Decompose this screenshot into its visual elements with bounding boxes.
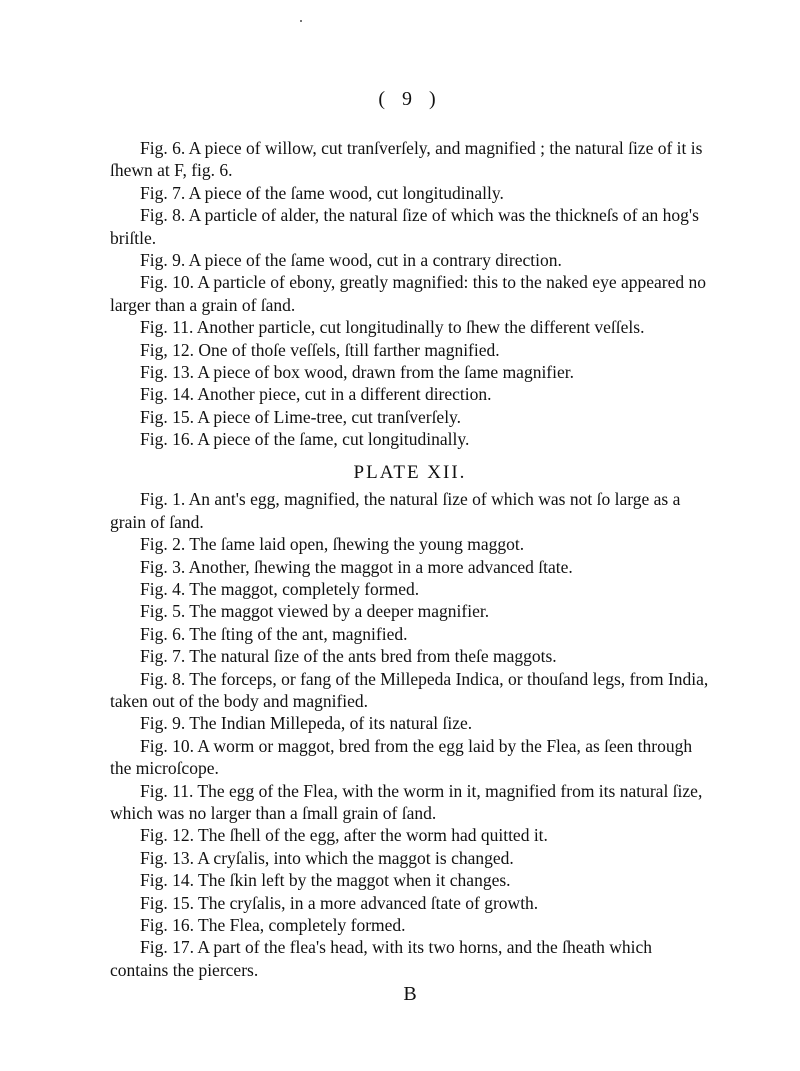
fig-entry: Fig. 6. A piece of willow, cut tranſverſ… xyxy=(110,137,710,182)
fig-entry: Fig. 14. Another piece, cut in a differe… xyxy=(110,383,710,405)
fig-entry: Fig. 7. A piece of the ſame wood, cut lo… xyxy=(110,182,710,204)
fig-entry: Fig. 13. A cryſalis, into which the magg… xyxy=(110,847,710,869)
fig-entry: Fig. 10. A worm or maggot, bred from the… xyxy=(110,735,710,780)
page-number: ( 9 ) xyxy=(110,88,710,111)
fig-entry: Fig. 7. The natural ſize of the ants bre… xyxy=(110,645,710,667)
fig-entry: Fig. 15. The cryſalis, in a more advance… xyxy=(110,892,710,914)
fig-entry: Fig. 3. Another, ſhewing the maggot in a… xyxy=(110,556,710,578)
fig-entry: Fig. 13. A piece of box wood, drawn from… xyxy=(110,361,710,383)
scan-noise xyxy=(300,20,302,22)
fig-entry: Fig. 1. An ant's egg, magnified, the nat… xyxy=(110,488,710,533)
fig-entry: Fig. 8. A particle of alder, the natural… xyxy=(110,204,710,249)
plate-title: PLATE XII. xyxy=(110,462,710,484)
fig-entry: Fig. 6. The ſting of the ant, magnified. xyxy=(110,623,710,645)
fig-entry: Fig. 8. The forceps, or fang of the Mill… xyxy=(110,668,710,713)
fig-entry: Fig. 15. A piece of Lime-tree, cut tranſ… xyxy=(110,406,710,428)
fig-entry: Fig. 17. A part of the flea's head, with… xyxy=(110,936,710,981)
fig-entry: Fig. 2. The ſame laid open, ſhewing the … xyxy=(110,533,710,555)
fig-entry: Fig. 4. The maggot, completely formed. xyxy=(110,578,710,600)
fig-entry: Fig. 16. A piece of the ſame, cut longit… xyxy=(110,428,710,450)
fig-entry: Fig. 11. The egg of the Flea, with the w… xyxy=(110,780,710,825)
fig-entry: Fig. 12. The ſhell of the egg, after the… xyxy=(110,824,710,846)
fig-entry: Fig, 12. One of thoſe veſſels, ſtill far… xyxy=(110,339,710,361)
fig-entry: Fig. 5. The maggot viewed by a deeper ma… xyxy=(110,600,710,622)
fig-entry: Fig. 14. The ſkin left by the maggot whe… xyxy=(110,869,710,891)
fig-entry: Fig. 11. Another particle, cut longitudi… xyxy=(110,316,710,338)
fig-entry: Fig. 9. The Indian Millepeda, of its nat… xyxy=(110,712,710,734)
signature-mark: B xyxy=(110,983,710,1006)
fig-entry: Fig. 9. A piece of the ſame wood, cut in… xyxy=(110,249,710,271)
fig-entry: Fig. 10. A particle of ebony, greatly ma… xyxy=(110,271,710,316)
fig-entry: Fig. 16. The Flea, completely formed. xyxy=(110,914,710,936)
page-container: ( 9 ) Fig. 6. A piece of willow, cut tra… xyxy=(0,0,800,1071)
